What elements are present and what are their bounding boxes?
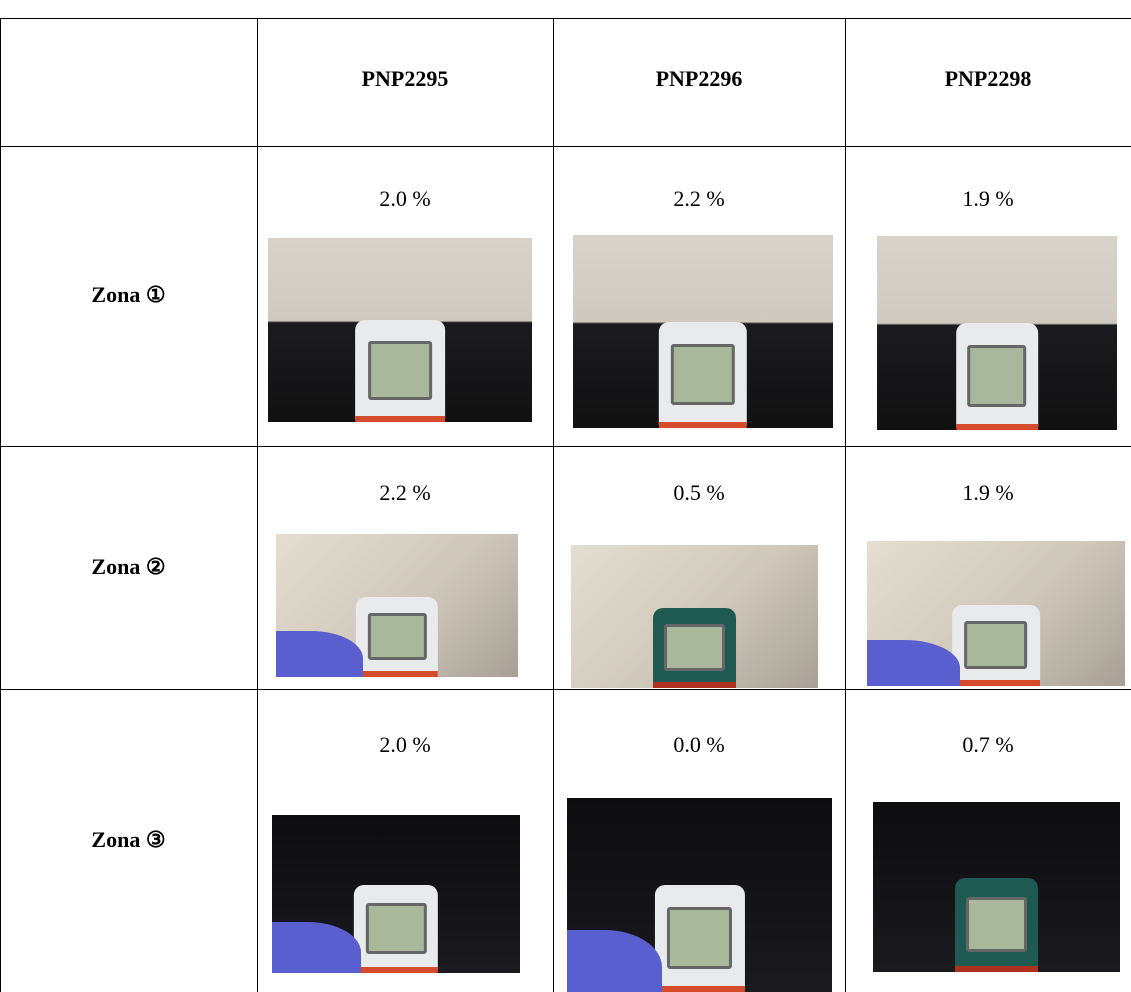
row-label: Zona ②	[91, 553, 166, 579]
reading-value: 0.0 %	[673, 732, 725, 757]
meter-screen	[367, 341, 433, 400]
reading-value: 2.0 %	[379, 732, 431, 757]
column-border	[845, 18, 846, 992]
moisture-meter	[952, 604, 1040, 686]
moisture-meter	[658, 321, 748, 428]
moisture-meter	[355, 320, 445, 422]
meter-photo	[268, 238, 532, 422]
glove	[867, 639, 960, 686]
column-border	[257, 18, 258, 992]
row-border	[0, 446, 1131, 447]
meter-photo	[873, 802, 1120, 972]
column-header: PNP2295	[361, 66, 449, 91]
moisture-meter	[353, 884, 439, 973]
row-label: Zona ①	[91, 282, 166, 307]
moisture-meter	[956, 323, 1038, 430]
row-label: Zona ③	[91, 826, 166, 852]
meter-screen	[671, 343, 735, 405]
reading-value: 2.0 %	[379, 186, 431, 211]
meter-screen	[365, 902, 427, 955]
glove	[276, 631, 364, 677]
row-border	[0, 146, 1131, 147]
reading-value: 1.9 %	[962, 480, 1014, 505]
moisture-meter	[652, 607, 737, 688]
meter-photo	[272, 815, 520, 973]
meter-photo	[877, 236, 1117, 430]
meter-screen	[367, 612, 427, 660]
reading-value: 2.2 %	[379, 480, 431, 505]
meter-screen	[967, 345, 1027, 407]
moisture-meter	[355, 596, 439, 677]
meter-screen	[664, 623, 725, 671]
column-header: PNP2296	[655, 66, 743, 91]
meter-screen	[964, 621, 1028, 669]
meter-screen	[667, 907, 732, 969]
meter-photo	[573, 235, 833, 428]
column-border	[0, 18, 1, 992]
row-border	[0, 689, 1131, 690]
column-header: PNP2298	[944, 66, 1032, 91]
meter-photo	[571, 545, 818, 688]
moisture-meter	[654, 885, 745, 992]
reading-value: 2.2 %	[673, 186, 725, 211]
moisture-meter	[954, 877, 1039, 972]
row-border	[0, 18, 1131, 19]
reading-value: 0.5 %	[673, 480, 725, 505]
meter-photo	[867, 541, 1125, 686]
reading-value: 0.7 %	[962, 732, 1014, 757]
meter-screen	[966, 897, 1027, 952]
reading-value: 1.9 %	[962, 186, 1014, 211]
glove	[567, 929, 663, 992]
meter-photo	[567, 798, 832, 992]
meter-photo	[276, 534, 518, 677]
column-border	[553, 18, 554, 992]
glove	[272, 922, 362, 973]
